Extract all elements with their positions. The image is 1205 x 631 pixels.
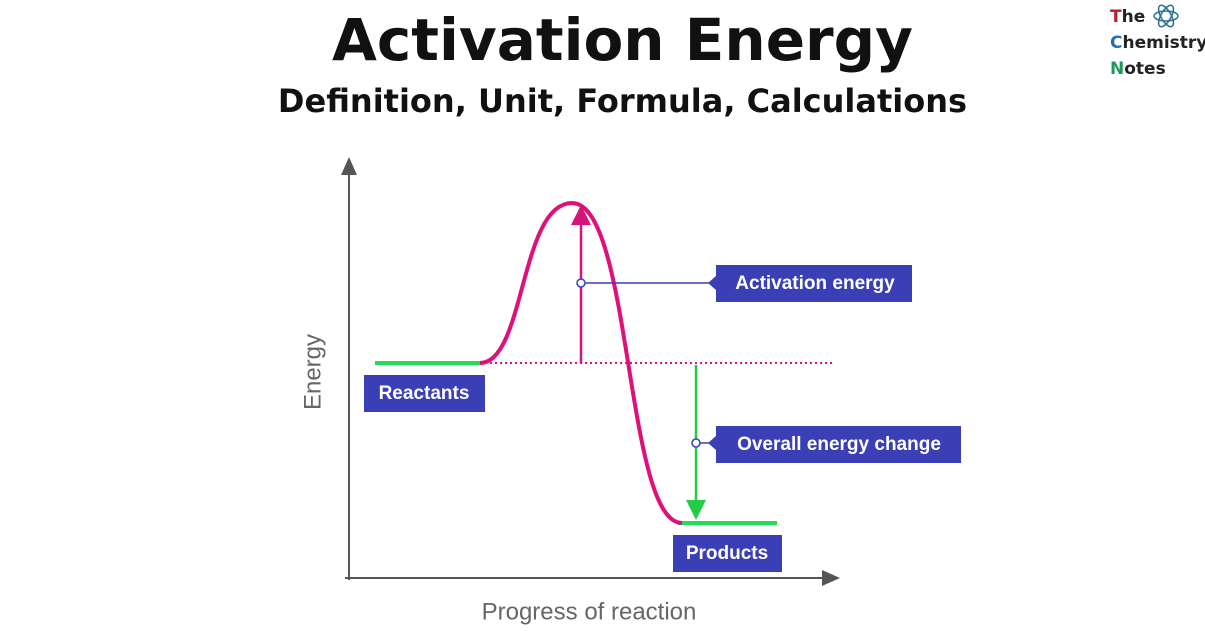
label: Products xyxy=(686,543,768,564)
logo-text: Notes xyxy=(1110,59,1166,79)
subtitle: Definition, Unit, Formula, Calculations xyxy=(277,82,968,120)
y-axis-label: Energy xyxy=(299,334,326,410)
x-axis-label: Progress of reaction xyxy=(482,598,697,625)
logo-text: The xyxy=(1110,7,1146,27)
label-box xyxy=(708,265,912,302)
label-box xyxy=(364,375,485,412)
logo-text: Chemistry xyxy=(1110,33,1205,53)
logo: The Chemistry Notes xyxy=(1110,4,1205,82)
leader-dot xyxy=(576,278,586,288)
label: Reactants xyxy=(379,383,470,404)
leader-dot xyxy=(691,438,701,448)
logo-icon xyxy=(1153,4,1179,28)
label: Activation energy xyxy=(735,273,895,294)
title: Activation Energy xyxy=(332,6,913,74)
label: Overall energy change xyxy=(737,434,941,455)
label-box xyxy=(673,535,782,572)
label-box xyxy=(708,426,961,463)
